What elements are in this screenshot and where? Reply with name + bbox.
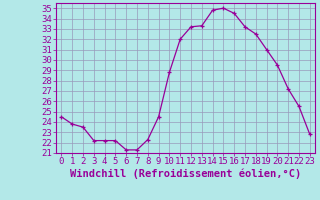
X-axis label: Windchill (Refroidissement éolien,°C): Windchill (Refroidissement éolien,°C) bbox=[70, 169, 301, 179]
